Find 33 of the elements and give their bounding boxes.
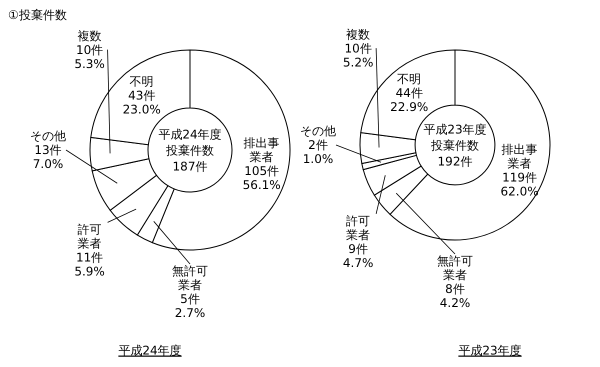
text: 平成23年度 [458,344,522,358]
data-label: 5件 2.7% [174,292,206,320]
data-label: 10件 5.2% [342,41,374,70]
text: 投棄件数 [165,144,214,158]
data-label: 43件 23.0% [122,88,161,116]
slice-label: その他 [300,124,336,138]
data-label: 105件 56.1% [242,164,281,192]
data-label: 10件 5.3% [74,42,105,71]
data-label: 44件 22.9% [390,86,428,114]
slice-label: 複数 [78,28,102,43]
slice-label: その他 [30,129,66,144]
slice-label: 無許可業者 [437,254,473,282]
slice-label: 許可業者 [346,214,370,242]
data-label: 11件 5.9% [74,250,105,279]
slice-label: 無許可業者 [172,264,208,292]
text: 平成24年度 [158,128,222,142]
data-label: 13件 7.0% [32,143,64,172]
slice-label: 排出事業者 [502,142,538,171]
data-label: 119件 62.0% [500,170,539,199]
data-label: 2件 1.0% [302,138,334,166]
slice-label: 許可業者 [78,222,102,251]
text: 192件 [438,154,472,169]
slice-label: 不明 [397,72,422,86]
text: 187件 [172,160,208,174]
data-label: 8件 4.2% [440,282,470,310]
text: 平成23年度 [423,122,487,137]
text: 平成24年度 [118,344,182,358]
data-label: 9件 4.7% [342,242,374,270]
slice-label: 不明 [130,74,154,88]
chart-title: ①投棄件数 [8,8,67,22]
slice-label: 複数 [346,27,370,42]
text: 投棄件数 [430,138,479,153]
slice-label: 排出事業者 [244,136,280,164]
